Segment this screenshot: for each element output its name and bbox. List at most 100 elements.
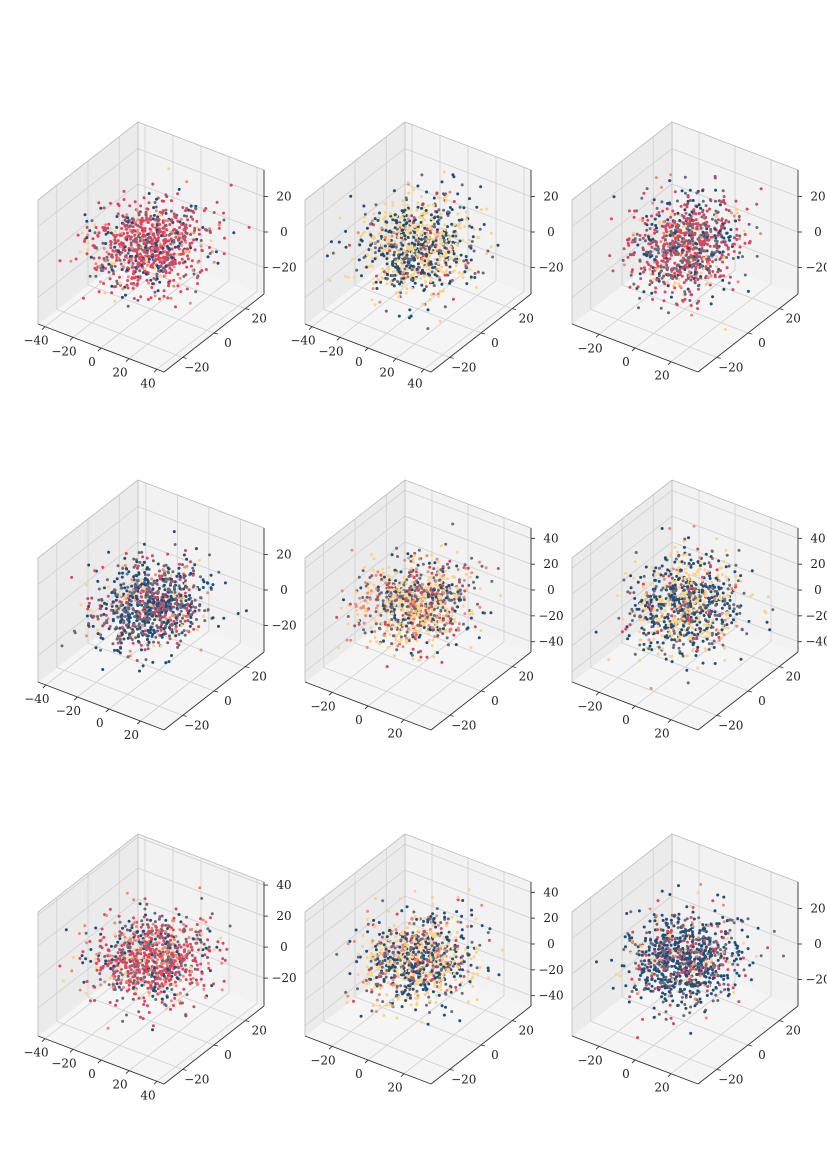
scatter-point	[143, 571, 147, 574]
scatter-point	[69, 259, 73, 263]
scatter-point	[158, 569, 161, 573]
scatter-point	[199, 239, 203, 242]
scatter-point	[472, 580, 475, 584]
scatter-point	[123, 218, 127, 222]
scatter-point	[386, 264, 390, 268]
scatter-point	[193, 248, 197, 252]
scatter-point	[357, 575, 361, 579]
scatter-point	[632, 591, 636, 595]
scatter-point	[645, 187, 649, 191]
scatter-point	[481, 611, 485, 615]
scatter-point	[388, 253, 392, 257]
scatter-point	[698, 211, 702, 215]
scatter-point	[346, 622, 350, 626]
scatter-point	[664, 224, 667, 228]
scatter-point	[151, 238, 154, 242]
scatter-point	[420, 621, 424, 625]
scatter-point	[458, 205, 462, 209]
gridline	[37, 183, 139, 263]
scatter-point	[147, 640, 151, 644]
scatter-point	[135, 627, 139, 631]
scatter-point	[723, 328, 727, 331]
scatter-point	[143, 242, 147, 246]
scatter-point	[141, 563, 145, 567]
scatter-point	[663, 290, 667, 294]
scatter-point	[141, 568, 145, 572]
scatter-point	[433, 216, 436, 220]
scatter-point	[445, 589, 449, 593]
scatter-point	[428, 254, 432, 258]
scatter-point	[353, 624, 357, 628]
scatter-point	[456, 590, 460, 594]
scatter-point	[416, 205, 420, 209]
scatter-point	[143, 648, 147, 652]
scatter-point	[157, 609, 161, 613]
scatter-point	[668, 222, 672, 226]
scatter-point	[131, 221, 134, 225]
scatter-point	[113, 611, 117, 615]
scatter-point	[653, 573, 657, 577]
scatter-point	[709, 302, 713, 306]
scatter-point	[110, 591, 114, 595]
scatter-point	[664, 227, 668, 231]
scatter-point	[633, 209, 637, 213]
scatter-point	[99, 636, 103, 640]
scatter-point	[362, 256, 366, 259]
scatter-point	[677, 277, 681, 281]
y-tick-label: 20	[519, 670, 534, 684]
scatter-point	[169, 618, 173, 622]
scatter-point	[177, 244, 180, 248]
scatter-point	[478, 227, 482, 231]
scatter-point	[384, 220, 388, 224]
scatter-point	[174, 235, 178, 239]
scatter-point	[162, 583, 166, 587]
scatter-point	[714, 214, 718, 218]
scatter-point	[375, 274, 378, 278]
scatter-point	[425, 588, 429, 592]
scatter-point	[146, 220, 150, 224]
scatter-point	[405, 268, 409, 271]
scatter-point	[385, 277, 389, 281]
scatter-point	[172, 585, 176, 588]
scatter-point	[374, 610, 378, 614]
scatter-point	[142, 196, 146, 200]
scatter-point	[405, 221, 409, 225]
scatter-point	[383, 210, 387, 214]
scatter-point	[446, 225, 449, 229]
scatter-point	[150, 577, 154, 581]
scatter-point	[371, 568, 375, 572]
scatter-point	[405, 641, 408, 645]
scatter-point	[695, 242, 699, 246]
scatter-point	[436, 294, 440, 298]
scatter-point	[126, 220, 130, 224]
scatter-point	[125, 572, 129, 576]
scatter-point	[103, 226, 107, 230]
scatter-point	[441, 606, 445, 609]
scatter-point	[434, 598, 437, 602]
scatter-point	[626, 241, 630, 245]
scatter-point	[480, 564, 484, 568]
scatter-point	[715, 568, 719, 572]
scatter-point	[452, 230, 456, 234]
scatter-point	[410, 268, 414, 272]
scatter-point	[735, 207, 739, 211]
scatter-point	[400, 234, 404, 237]
scatter-point	[119, 586, 123, 590]
scatter-point	[465, 282, 469, 286]
scatter-point	[703, 241, 706, 245]
scatter-point	[359, 238, 363, 242]
x-tick-label: 40	[407, 376, 422, 390]
scatter-point	[146, 298, 150, 301]
scatter-point	[747, 241, 751, 245]
scatter-point	[703, 216, 707, 220]
scatter-point	[425, 253, 429, 257]
scatter-point	[168, 626, 171, 630]
scatter-point	[704, 204, 708, 208]
scatter-point	[361, 569, 365, 573]
scatter-point	[137, 624, 141, 628]
scatter-point	[434, 267, 438, 271]
scatter-point	[147, 281, 150, 285]
scatter-point	[491, 255, 495, 259]
scatter-point	[123, 615, 127, 618]
scatter-point	[725, 231, 729, 235]
